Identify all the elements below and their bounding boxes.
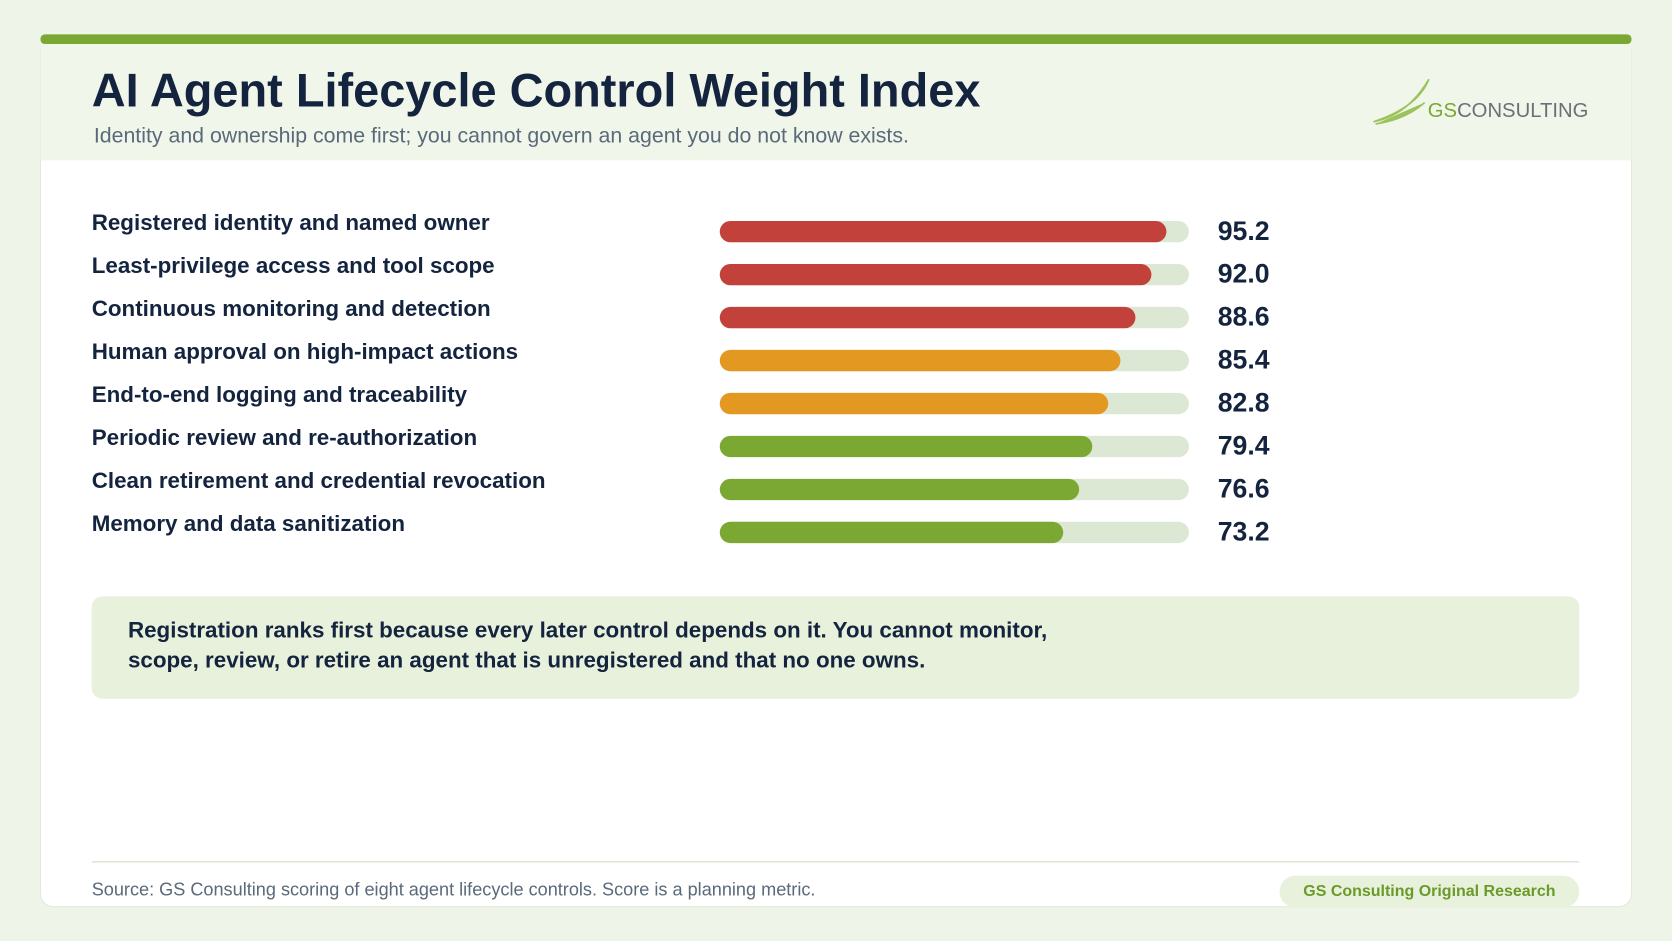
category-label: Continuous monitoring and detection (92, 296, 491, 321)
bar (719, 220, 1167, 243)
category-label: Human approval on high-impact actions (92, 339, 518, 364)
category-label: End-to-end logging and traceability (92, 382, 468, 407)
category-label: Least-privilege access and tool scope (92, 253, 495, 278)
logo-primary: GS (1428, 101, 1457, 123)
category-label: Clean retirement and credential revocati… (92, 468, 546, 493)
bar (719, 392, 1109, 415)
value-label: 73.2 (1218, 517, 1270, 547)
bar (719, 263, 1152, 286)
logo: GSCONSULTING (1428, 101, 1589, 123)
header-band (40, 42, 1632, 161)
bar (719, 478, 1080, 501)
bar (719, 349, 1121, 372)
badge-text: GS Consulting Original Research (1303, 883, 1555, 900)
value-label: 76.6 (1218, 474, 1270, 504)
bar (719, 521, 1064, 544)
chart-subtitle: Identity and ownership come first; you c… (94, 123, 909, 147)
bar (719, 306, 1136, 329)
value-label: 82.8 (1218, 388, 1270, 418)
category-label: Registered identity and named owner (92, 210, 490, 235)
value-label: 95.2 (1218, 216, 1270, 246)
logo-secondary: CONSULTING (1457, 101, 1588, 123)
bar (719, 435, 1093, 458)
top-bar (40, 34, 1632, 44)
value-label: 88.6 (1218, 302, 1270, 332)
note-line: Registration ranks first because every l… (128, 617, 1047, 642)
category-label: Periodic review and re-authorization (92, 425, 477, 450)
note-box (91, 596, 1580, 699)
value-label: 79.4 (1218, 431, 1270, 461)
note-line: scope, review, or retire an agent that i… (128, 647, 925, 672)
chart-title: AI Agent Lifecycle Control Weight Index (92, 64, 981, 116)
category-label: Memory and data sanitization (92, 511, 405, 536)
value-label: 92.0 (1218, 259, 1270, 289)
value-label: 85.4 (1218, 345, 1270, 375)
badge (1279, 875, 1580, 908)
footer-source: Source: GS Consulting scoring of eight a… (92, 879, 816, 899)
logo-swoosh (1373, 78, 1430, 125)
